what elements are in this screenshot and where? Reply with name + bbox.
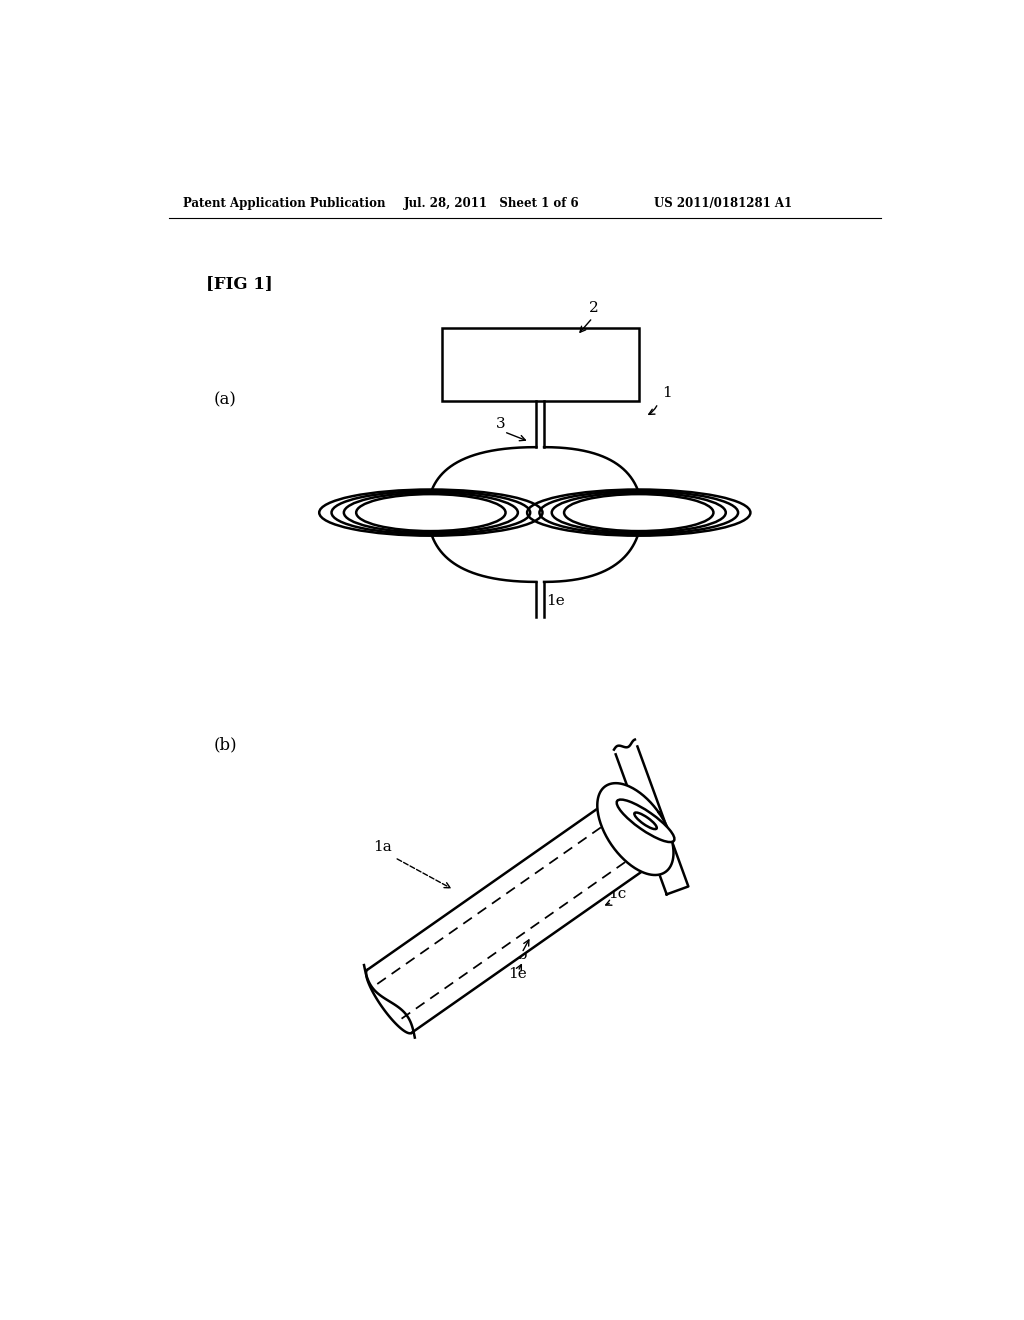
Text: Patent Application Publication: Patent Application Publication [183, 197, 385, 210]
Bar [442, 327, 639, 401]
Text: US 2011/0181281 A1: US 2011/0181281 A1 [654, 197, 793, 210]
Text: (b): (b) [214, 737, 238, 754]
Polygon shape [612, 797, 658, 861]
Polygon shape [597, 783, 674, 875]
Polygon shape [602, 788, 669, 870]
Polygon shape [366, 970, 412, 1034]
Text: 1b: 1b [508, 948, 527, 962]
Text: 1: 1 [662, 387, 672, 400]
Text: Jul. 28, 2011   Sheet 1 of 6: Jul. 28, 2011 Sheet 1 of 6 [403, 197, 580, 210]
Polygon shape [614, 742, 688, 895]
Ellipse shape [634, 813, 656, 829]
Text: 1e: 1e [547, 594, 565, 609]
Text: (a): (a) [214, 392, 237, 409]
Text: 3: 3 [497, 417, 506, 430]
Text: 1d: 1d [600, 787, 620, 800]
Ellipse shape [616, 800, 675, 842]
Polygon shape [607, 792, 664, 866]
Text: 1a: 1a [373, 841, 392, 854]
Text: [FIG 1]: [FIG 1] [206, 275, 272, 292]
Text: 1c: 1c [608, 887, 627, 900]
Text: 1e: 1e [508, 968, 526, 982]
Polygon shape [368, 793, 664, 1032]
Text: 2: 2 [589, 301, 598, 315]
